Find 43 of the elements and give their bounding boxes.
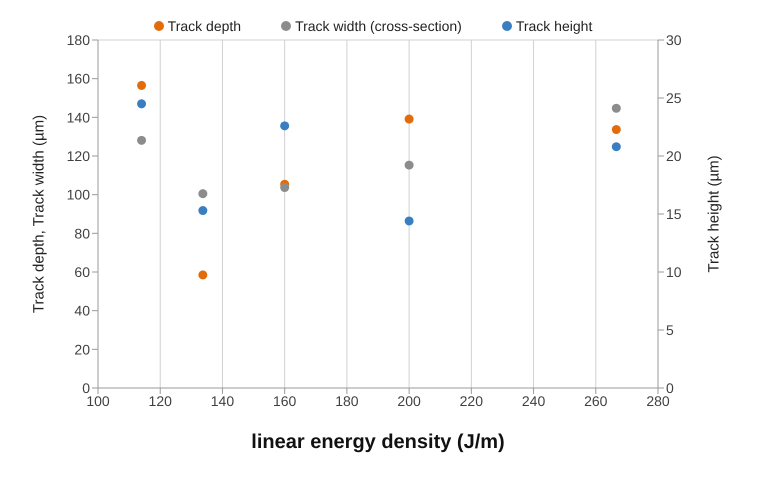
legend-label: Track width (cross-section) — [295, 18, 462, 34]
y-tick-label: 60 — [74, 264, 90, 280]
y-tick-label: 160 — [66, 70, 90, 87]
y-tick-label: 40 — [74, 302, 90, 319]
y-tick-label: 100 — [66, 186, 90, 203]
point — [280, 183, 290, 192]
point — [198, 206, 208, 216]
x-tick-label: 160 — [272, 392, 297, 409]
legend-label: Track height — [516, 18, 592, 34]
legend-label: Track depth — [168, 18, 242, 34]
y-tick-label: 80 — [74, 225, 90, 242]
y2-axis-title: Track height (µm) — [705, 155, 722, 273]
x-tick-label: 140 — [210, 392, 234, 409]
point — [404, 160, 414, 170]
point — [137, 80, 146, 90]
point — [137, 99, 146, 108]
x-tick-label: 220 — [460, 392, 484, 409]
point — [280, 121, 290, 130]
y2-tick-label: 15 — [666, 206, 682, 222]
y-tick-label: 120 — [66, 148, 90, 164]
x-tick-label: 180 — [335, 392, 359, 409]
y2-tick-label: 10 — [666, 264, 682, 280]
y2-tick-label: 30 — [666, 32, 682, 48]
point — [137, 136, 146, 145]
point — [404, 216, 414, 226]
point — [198, 189, 208, 198]
y-tick-label: 180 — [66, 32, 90, 48]
y-tick-label: 140 — [66, 109, 90, 126]
point — [612, 125, 621, 134]
point — [198, 270, 208, 280]
x-tick-label: 240 — [522, 392, 546, 409]
point — [404, 114, 414, 124]
x-tick-label: 260 — [584, 392, 608, 409]
y-axis-title: Track depth, Track width (µm) — [30, 114, 48, 314]
x-tick-label: 120 — [148, 392, 172, 409]
y-tick-label: 20 — [74, 341, 90, 358]
y2-tick-label: 5 — [666, 322, 674, 338]
x-axis-title: linear energy density (J/m) — [251, 431, 505, 453]
y2-tick-label: 20 — [666, 148, 682, 164]
y2-tick-label: 25 — [666, 90, 682, 106]
point — [612, 142, 621, 152]
x-tick-label: 200 — [397, 392, 422, 409]
point — [612, 104, 621, 113]
